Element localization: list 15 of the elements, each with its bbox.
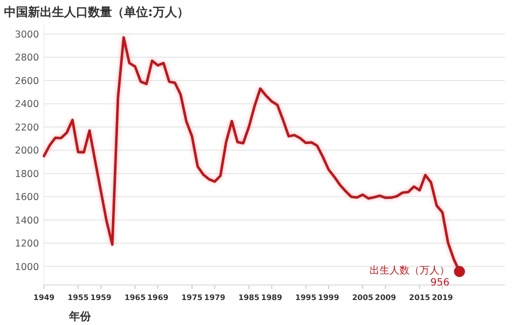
y-tick-label: 1400 — [14, 215, 39, 226]
data-label: 956 — [430, 278, 450, 289]
y-tick-label: 1800 — [14, 168, 39, 180]
y-tick-label: 2000 — [14, 146, 39, 157]
y-tick-label: 1200 — [14, 238, 39, 250]
y-tick-label: 1000 — [14, 262, 39, 273]
series-label: 出生人数（万人） — [369, 264, 450, 277]
x-axis-title: 年份 — [68, 310, 92, 323]
y-tick-label: 2200 — [14, 122, 39, 134]
chart-title: 中国新出生人口数量（单位:万人） — [4, 5, 189, 19]
y-tick-label: 2800 — [14, 52, 39, 64]
y-tick-label: 2400 — [14, 99, 39, 110]
y-tick-label: 2600 — [14, 76, 39, 87]
y-tick-label: 3000 — [14, 30, 39, 40]
y-tick-label: 1600 — [14, 192, 39, 204]
